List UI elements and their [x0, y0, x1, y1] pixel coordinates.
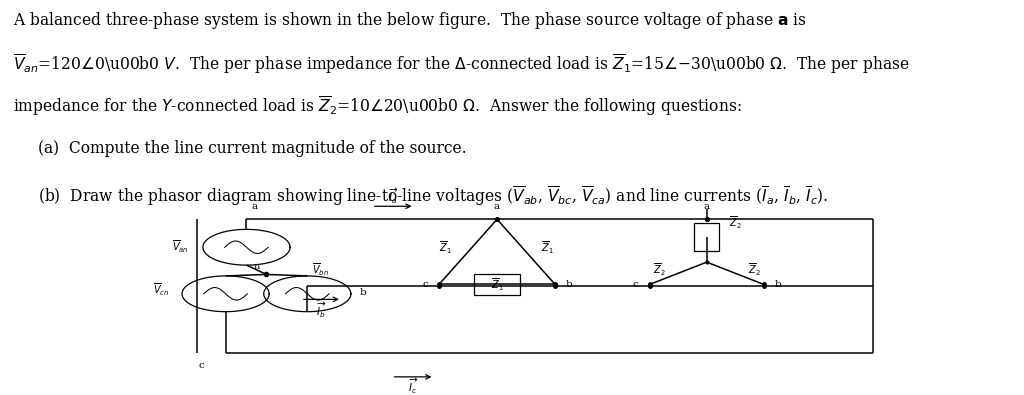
Text: A balanced three-phase system is shown in the below figure.  The phase source vo: A balanced three-phase system is shown i… — [13, 9, 807, 30]
Text: a: a — [251, 202, 257, 211]
Bar — [474, 274, 520, 295]
Text: c: c — [199, 361, 204, 370]
Text: $\overline{V}_{bn}$: $\overline{V}_{bn}$ — [312, 262, 329, 278]
Text: n: n — [254, 262, 260, 271]
Text: b: b — [566, 280, 572, 289]
Text: $\overrightarrow{I_a}$: $\overrightarrow{I_a}$ — [388, 187, 398, 206]
Text: (a)  Compute the line current magnitude of the source.: (a) Compute the line current magnitude o… — [38, 140, 466, 157]
Text: $\overline{Z}_1$: $\overline{Z}_1$ — [439, 240, 452, 256]
Text: $\overline{Z}_1$: $\overline{Z}_1$ — [490, 276, 504, 293]
Text: $\overline{V}_{an}$=120$\angle$0\u00b0 $V$.  The per phase impedance for the $\D: $\overline{V}_{an}$=120$\angle$0\u00b0 $… — [13, 52, 910, 75]
Text: c: c — [422, 280, 428, 289]
Text: a: a — [703, 202, 710, 211]
Text: $\overrightarrow{I_b}$: $\overrightarrow{I_b}$ — [316, 300, 327, 320]
Text: c: c — [633, 280, 639, 289]
Text: impedance for the $Y$-connected load is $\overline{Z}_2$=10$\angle$20\u00b0 $\Om: impedance for the $Y$-connected load is … — [13, 94, 742, 118]
Text: $\overline{Z}_2$: $\overline{Z}_2$ — [749, 262, 761, 278]
Text: $\overline{V}_{an}$: $\overline{V}_{an}$ — [172, 239, 188, 255]
Text: $\overline{Z}_2$: $\overline{Z}_2$ — [728, 215, 741, 231]
Text: b: b — [360, 288, 367, 297]
Text: $\overline{V}_{cn}$: $\overline{V}_{cn}$ — [153, 282, 169, 298]
Text: $\overline{Z}_1$: $\overline{Z}_1$ — [541, 240, 553, 256]
Text: a: a — [494, 202, 500, 211]
Text: (b)  Draw the phasor diagram showing line-to-line voltages ($\overline{V}_{ab}$,: (b) Draw the phasor diagram showing line… — [38, 184, 827, 208]
Text: b: b — [775, 280, 781, 289]
Text: $\overline{Z}_2$: $\overline{Z}_2$ — [653, 262, 666, 278]
Text: $\overrightarrow{I_c}$: $\overrightarrow{I_c}$ — [408, 376, 418, 395]
Bar — [694, 223, 720, 251]
